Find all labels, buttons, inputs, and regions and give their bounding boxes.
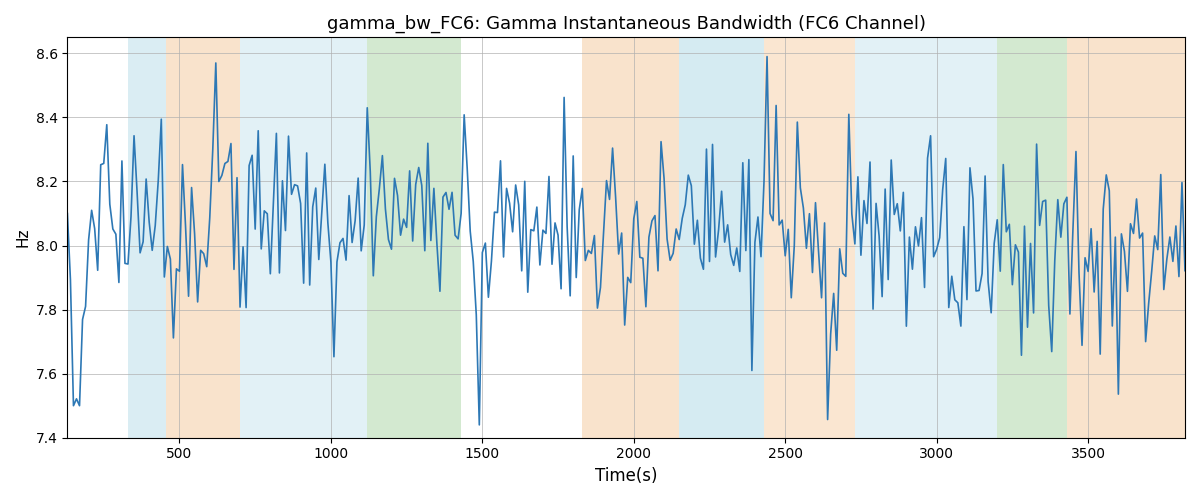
Bar [582, 38, 679, 438]
Bar [997, 38, 1067, 438]
Bar [292, 38, 367, 438]
Bar [240, 38, 292, 438]
Y-axis label: Hz: Hz [16, 228, 30, 248]
Bar [854, 38, 924, 438]
Bar [924, 38, 997, 438]
Bar [1067, 38, 1186, 438]
Title: gamma_bw_FC6: Gamma Instantaneous Bandwidth (FC6 Channel): gamma_bw_FC6: Gamma Instantaneous Bandwi… [326, 15, 925, 34]
Bar [679, 38, 764, 438]
Bar [764, 38, 854, 438]
X-axis label: Time(s): Time(s) [595, 467, 658, 485]
Bar [166, 38, 240, 438]
Bar [367, 38, 461, 438]
Bar [128, 38, 166, 438]
